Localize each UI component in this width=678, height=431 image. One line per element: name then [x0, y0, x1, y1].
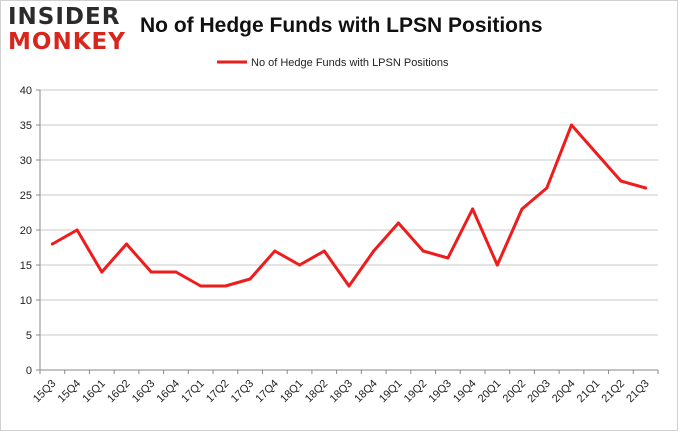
data-point: [125, 242, 129, 246]
x-tick-label: 20Q1: [476, 378, 504, 406]
data-point: [545, 186, 549, 190]
data-point: [174, 270, 178, 274]
x-tick-label: 16Q3: [130, 378, 158, 406]
x-tick-label: 19Q4: [451, 378, 479, 406]
data-point: [520, 207, 524, 211]
x-tick-label: 16Q1: [80, 378, 108, 406]
data-point: [50, 242, 54, 246]
x-tick-label: 17Q4: [253, 378, 281, 406]
data-point: [372, 249, 376, 253]
x-tick-label: 18Q3: [328, 378, 356, 406]
data-point: [594, 151, 598, 155]
x-tick-label: 18Q4: [352, 378, 380, 406]
x-tick-label: 18Q2: [303, 378, 331, 406]
y-tick-label: 5: [26, 330, 32, 342]
x-tick-label: 18Q1: [278, 378, 306, 406]
x-tick-label: 19Q3: [426, 378, 454, 406]
y-tick-label: 35: [20, 120, 32, 132]
data-point: [322, 249, 326, 253]
data-point: [100, 270, 104, 274]
data-point: [75, 228, 79, 232]
data-point: [644, 186, 648, 190]
data-point: [223, 284, 227, 288]
data-point: [446, 256, 450, 260]
data-point: [421, 249, 425, 253]
logo-line-1: INSIDER: [8, 4, 121, 30]
data-point: [199, 284, 203, 288]
x-tick-label: 16Q4: [155, 378, 183, 406]
x-tick-label: 19Q1: [377, 378, 405, 406]
x-tick-label: 20Q2: [501, 378, 529, 406]
data-point: [149, 270, 153, 274]
data-point: [471, 207, 475, 211]
x-tick-label: 21Q2: [600, 378, 628, 406]
data-point: [569, 123, 573, 127]
data-point: [495, 263, 499, 267]
insider-monkey-logo: INSIDER MONKEY: [8, 6, 126, 54]
x-tick-label: 17Q3: [229, 378, 257, 406]
x-tick-label: 21Q1: [575, 378, 603, 406]
x-tick-label: 15Q4: [56, 378, 84, 406]
y-tick-label: 10: [20, 295, 32, 307]
chart-title: No of Hedge Funds with LPSN Positions: [140, 14, 543, 37]
y-tick-label: 20: [20, 225, 32, 237]
data-point: [273, 249, 277, 253]
data-point: [619, 179, 623, 183]
data-point: [298, 263, 302, 267]
series-line: [50, 123, 648, 288]
y-tick-label: 40: [20, 85, 32, 97]
logo-line-2: MONKEY: [8, 29, 126, 55]
data-point: [396, 221, 400, 225]
x-tick-label: 17Q1: [179, 378, 207, 406]
y-tick-label: 0: [26, 365, 32, 377]
x-tick-label: 21Q3: [624, 378, 652, 406]
x-tick-label: 19Q2: [402, 378, 430, 406]
x-tick-label: 15Q3: [31, 378, 59, 406]
data-point: [347, 284, 351, 288]
x-tick-label: 16Q2: [105, 378, 133, 406]
data-point: [248, 277, 252, 281]
x-tick-label: 20Q4: [550, 378, 578, 406]
legend-label: No of Hedge Funds with LPSN Positions: [251, 57, 449, 69]
y-tick-label: 25: [20, 190, 32, 202]
y-tick-label: 15: [20, 260, 32, 272]
x-tick-label: 17Q2: [204, 378, 232, 406]
y-tick-label: 30: [20, 155, 32, 167]
x-tick-label: 20Q3: [525, 378, 553, 406]
